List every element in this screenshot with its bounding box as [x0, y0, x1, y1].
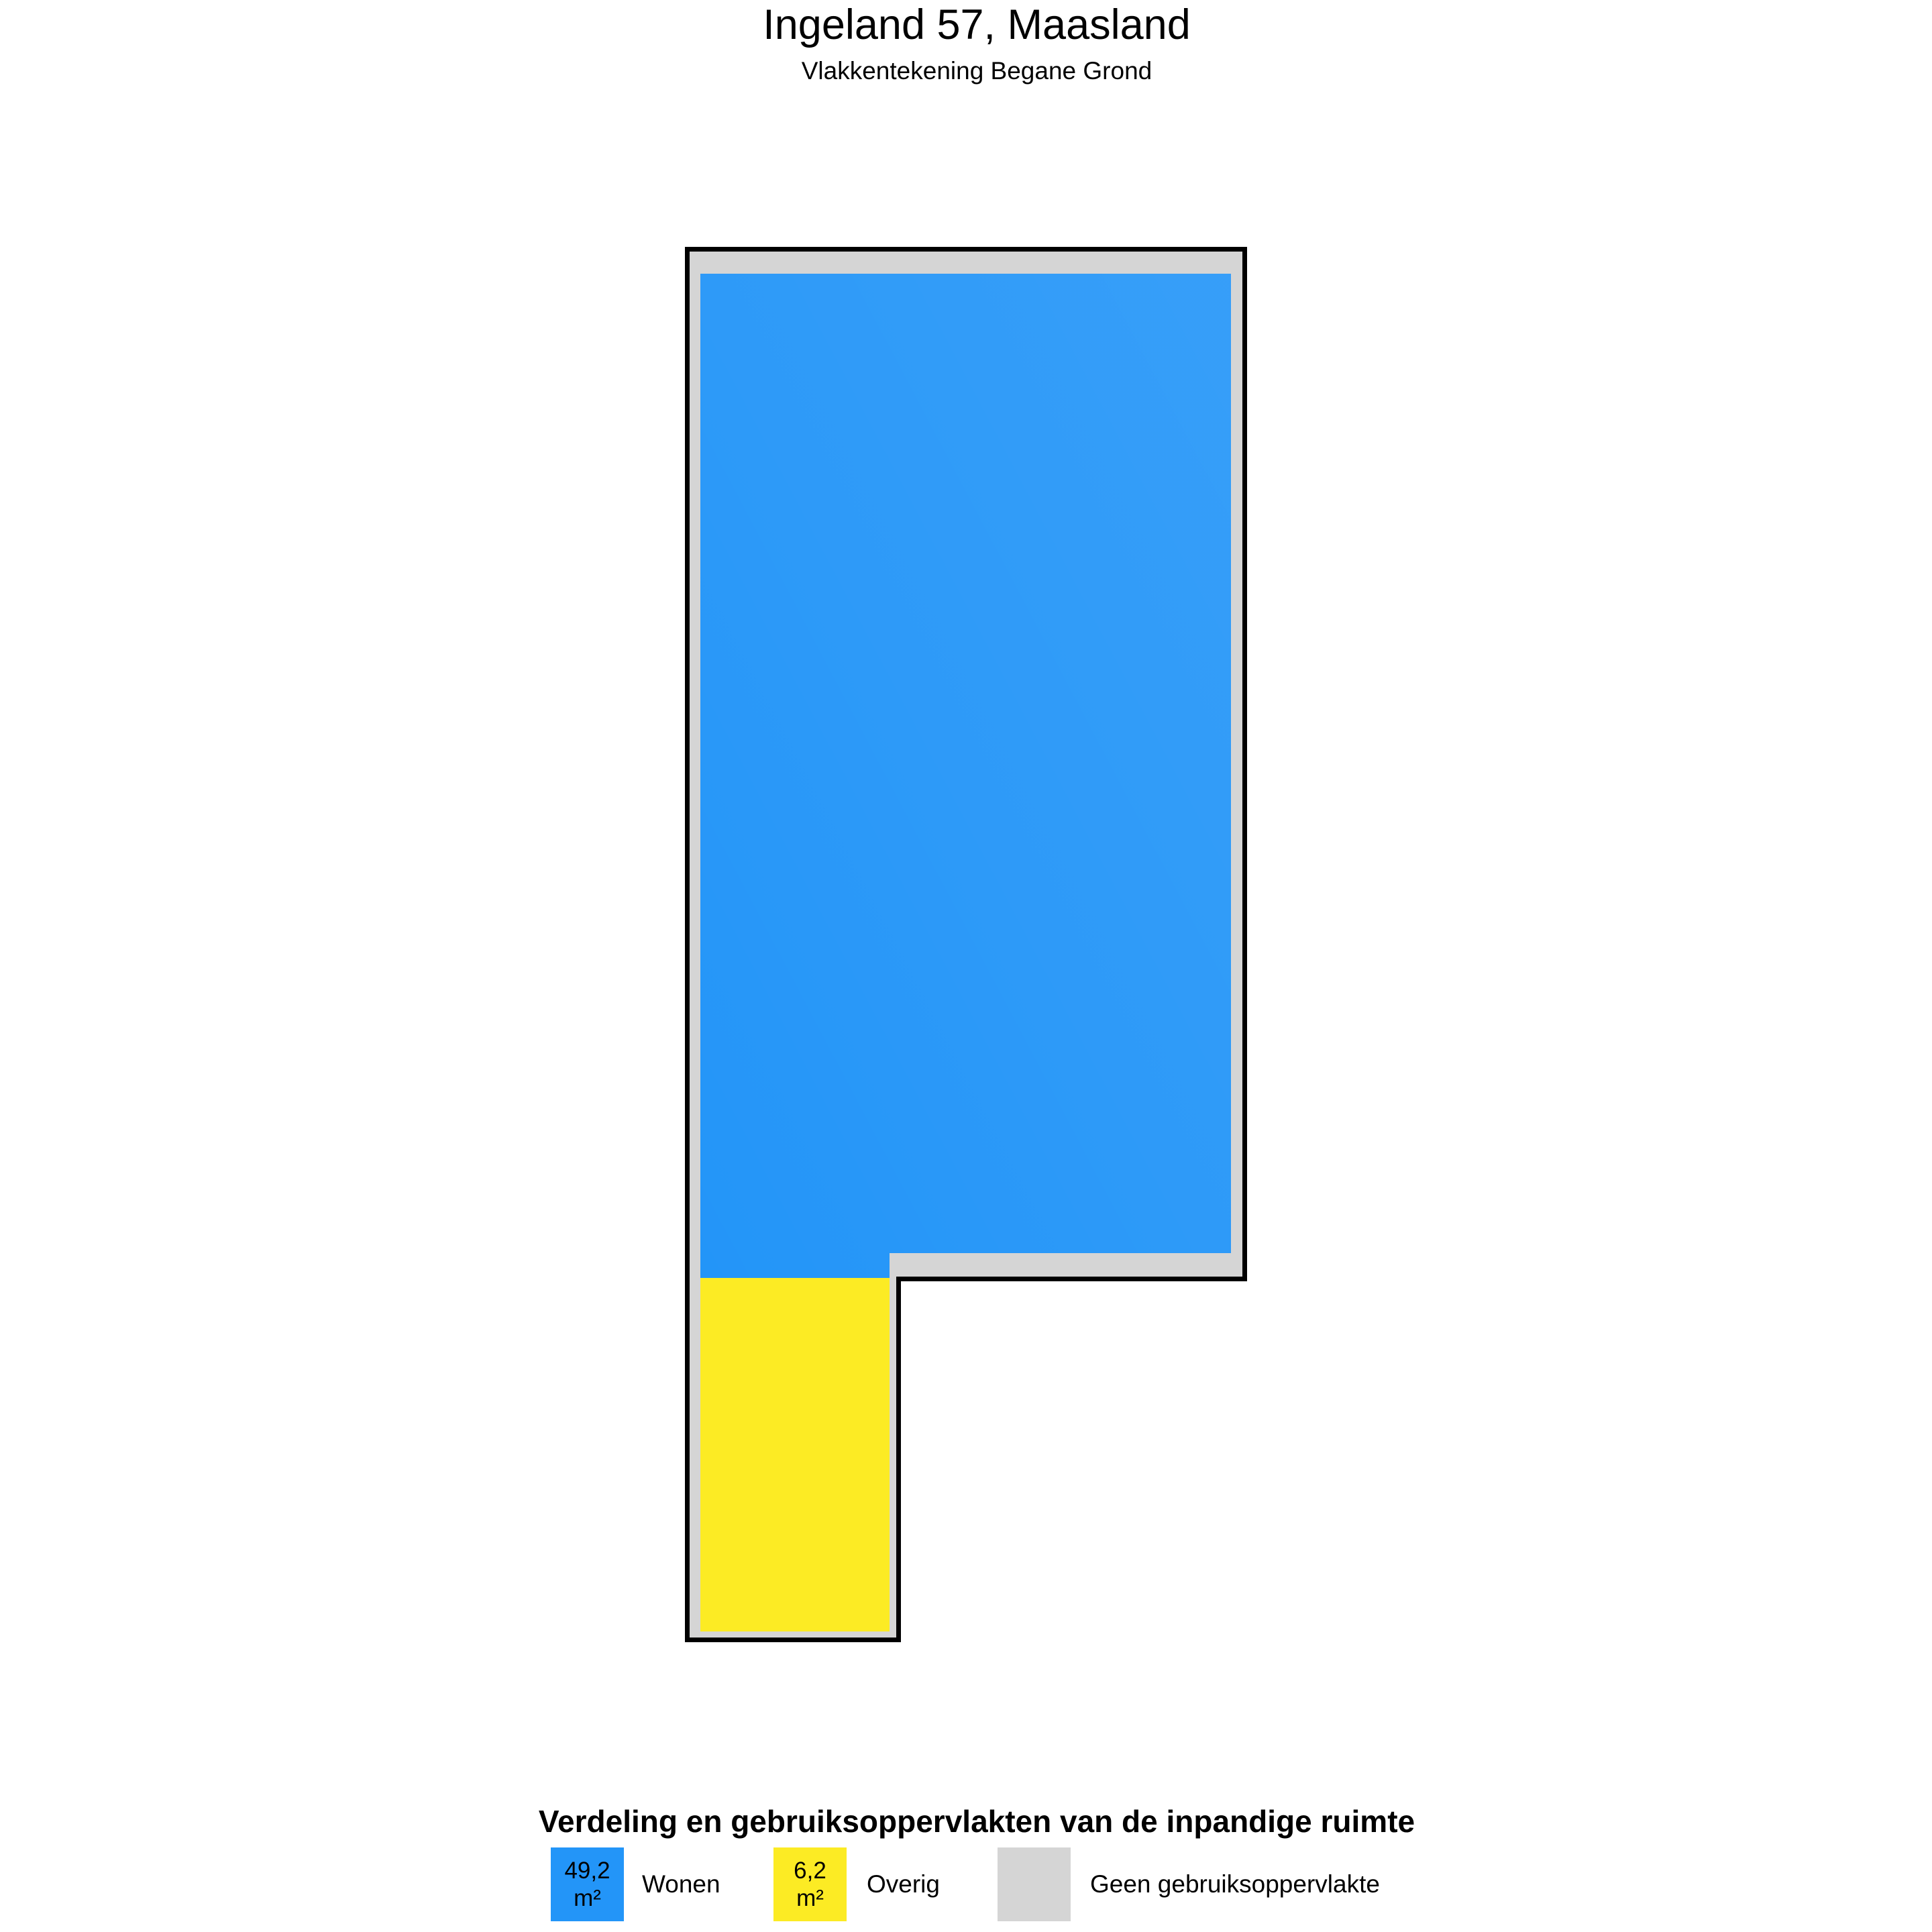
legend-unit-wonen: m²: [574, 1885, 601, 1911]
legend-label-wonen: Wonen: [642, 1870, 720, 1898]
legend-label-geen-gebruiksoppervlakte: Geen gebruiksoppervlakte: [1090, 1870, 1380, 1898]
legend-label-overig: Overig: [867, 1870, 940, 1898]
legend-swatch-overig: 6,2 m²: [773, 1847, 847, 1921]
overig-region: [700, 1278, 890, 1631]
legend-area-wonen: 49,2: [564, 1858, 610, 1884]
legend-title: Verdeling en gebruiksoppervlakten van de…: [538, 1804, 1415, 1839]
legend-area-overig: 6,2: [794, 1858, 826, 1884]
page-subtitle: Vlakkentekening Begane Grond: [801, 57, 1152, 85]
legend-unit-overig: m²: [796, 1885, 824, 1911]
wonen-region-sheen: [700, 274, 1231, 1278]
legend-swatch-geen-gebruiksoppervlakte: [998, 1847, 1071, 1921]
page-title: Ingeland 57, Maasland: [763, 1, 1191, 48]
legend-swatch-wonen: 49,2 m²: [551, 1847, 624, 1921]
